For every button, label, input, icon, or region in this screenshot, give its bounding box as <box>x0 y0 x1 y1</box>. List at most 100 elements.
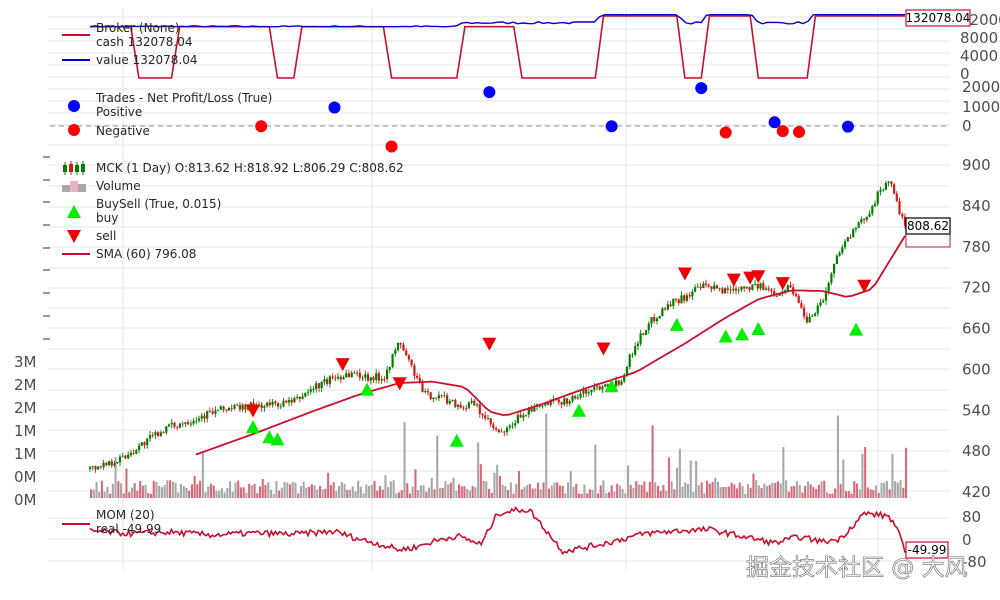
candle-body <box>383 379 386 380</box>
volume-bar <box>635 481 638 498</box>
volume-bar <box>289 484 292 498</box>
volume-bar <box>727 486 730 498</box>
candle-body <box>222 406 225 410</box>
candle-body <box>135 450 138 454</box>
candle-body <box>833 263 836 274</box>
volume-bar <box>163 485 166 498</box>
candle-body <box>544 402 547 406</box>
candle-body <box>184 422 187 424</box>
buy-legend-label: buy <box>96 211 118 225</box>
volume-bar <box>182 486 185 498</box>
candle-body <box>470 400 473 403</box>
cash-line <box>90 15 905 79</box>
candle-body <box>320 381 323 389</box>
candle-body <box>707 284 710 287</box>
candle-body <box>481 414 484 416</box>
volume-bar <box>302 481 305 498</box>
volume-bar <box>542 482 545 498</box>
candle-body <box>645 330 648 335</box>
volume-bar <box>204 492 207 498</box>
volume-bar <box>526 485 529 498</box>
candle-body <box>140 442 143 446</box>
volume-bar <box>267 482 270 498</box>
volume-bar <box>100 480 103 498</box>
volume-bar <box>667 457 670 498</box>
candle-body <box>462 407 465 409</box>
candle-body <box>293 398 296 403</box>
candle-body <box>852 229 855 238</box>
candle-body <box>143 442 146 446</box>
trades-tick-label: 1000 <box>962 98 1000 116</box>
candle-body <box>762 283 765 290</box>
candle-body <box>508 425 511 428</box>
volume-bar <box>114 457 117 498</box>
volume-bar <box>218 490 221 498</box>
volume-bar <box>621 488 624 498</box>
candle-body <box>386 369 389 380</box>
candle-body <box>740 286 743 290</box>
volume-bar <box>419 485 422 498</box>
positive-trade-marker <box>768 116 781 129</box>
volume-bar <box>319 486 322 498</box>
volume-bar <box>905 447 908 498</box>
candle-body <box>533 406 536 412</box>
candle-body <box>751 284 754 290</box>
volume-bar <box>880 482 883 498</box>
volume-bar <box>896 482 899 498</box>
volume-bar <box>305 487 308 498</box>
candle-body <box>91 466 94 468</box>
broker-value-flag: 132078.04 <box>905 9 971 27</box>
volume-bar <box>853 481 856 498</box>
volume-bar <box>150 493 153 498</box>
candle-body <box>94 466 97 470</box>
sell-marker <box>743 271 758 285</box>
candle-body <box>353 372 356 374</box>
volume-bar <box>866 487 869 498</box>
volume-bar <box>479 464 482 498</box>
volume-bar <box>714 477 717 498</box>
candle-body <box>178 423 181 428</box>
candle-body <box>865 216 868 220</box>
candle-body <box>225 409 228 411</box>
volume-bar <box>662 485 665 498</box>
volume-bar <box>234 482 237 498</box>
mom-flag-text: -49.99 <box>908 543 947 557</box>
candle-body <box>233 405 236 409</box>
candle-body <box>380 379 383 381</box>
volume-bar <box>828 493 831 498</box>
mom-legend-title: MOM (20) <box>96 508 155 522</box>
volume-bar <box>144 484 147 498</box>
candle-body <box>437 395 440 399</box>
price-tick-label: 780 <box>962 238 991 256</box>
volume-bar <box>444 481 447 498</box>
candle-body <box>778 294 781 296</box>
volume-bar <box>550 485 553 498</box>
mom-value-flag: -49.99 <box>905 541 949 559</box>
positive-trade-marker <box>695 82 708 95</box>
candle-body <box>402 344 405 351</box>
candle-body <box>511 425 514 427</box>
grid-lines <box>43 8 950 570</box>
price-tick-label: 720 <box>962 279 991 297</box>
volume-bar <box>370 484 373 498</box>
candle-body <box>347 373 350 378</box>
volume-bar <box>847 491 850 498</box>
momentum-panel: 80 0 -80 <box>89 505 987 571</box>
buy-marker <box>669 317 684 331</box>
volume-bar <box>556 482 559 498</box>
volume-bar <box>722 487 725 498</box>
volume-bar <box>659 491 662 498</box>
volume-bar <box>793 485 796 498</box>
candle-body <box>672 299 675 307</box>
candle-body <box>366 374 370 381</box>
candle-body <box>298 396 301 399</box>
volume-bar <box>646 492 649 498</box>
volume-bar <box>749 487 752 498</box>
candle-body <box>756 283 759 289</box>
mom-tick-label: -80 <box>962 553 987 571</box>
trades-tick-label: 0 <box>962 117 972 135</box>
volume-bar <box>858 489 861 498</box>
candle-body <box>473 400 476 406</box>
price-flag-text: 808.62 <box>907 219 949 233</box>
